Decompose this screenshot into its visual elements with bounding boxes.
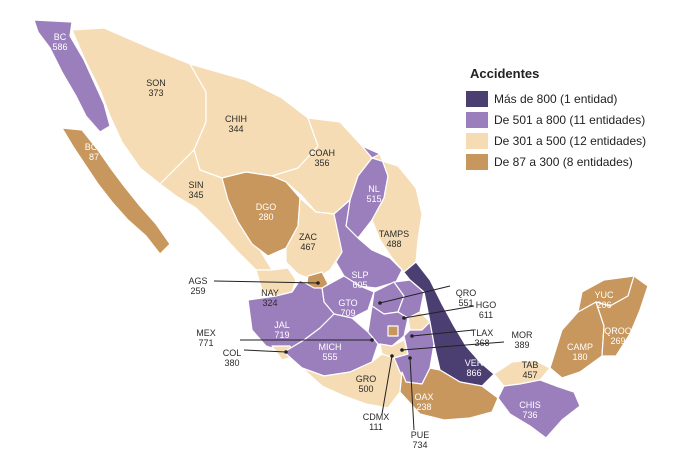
legend-label: Más de 800 (1 entidad) <box>494 92 618 106</box>
state-code-label: NAY <box>261 288 279 298</box>
state-value-label: 611 <box>479 310 493 320</box>
state-code-label: VER <box>465 358 484 368</box>
state-value-label: 555 <box>322 352 337 362</box>
state-value-label: 206 <box>596 300 611 310</box>
state-code-label: MEX <box>196 328 216 338</box>
state-value-label: 586 <box>52 42 67 52</box>
state-value-label: 368 <box>474 338 489 348</box>
state-region-slp <box>333 199 403 289</box>
legend-item: De 301 a 500 (12 entidades) <box>466 131 666 151</box>
state-region-bc <box>33 19 111 133</box>
state-code-label: JAL <box>274 320 290 330</box>
state-code-label: CHIH <box>225 114 247 124</box>
state-code-label: CDMX <box>363 412 390 422</box>
state-code-label: CHIS <box>519 400 541 410</box>
state-value-label: 709 <box>340 308 355 318</box>
state-value-label: 457 <box>522 370 537 380</box>
legend-swatch <box>466 133 488 149</box>
state-region-qroo <box>595 275 649 357</box>
state-code-label: YUC <box>594 290 614 300</box>
state-code-label: OAX <box>414 392 433 402</box>
legend-label: De 501 a 800 (11 entidades) <box>494 113 646 127</box>
legend: Accidentes Más de 800 (1 entidad) De 501… <box>466 66 666 173</box>
state-value-label: 280 <box>258 212 273 222</box>
state-region-jal <box>247 279 335 353</box>
state-code-label: QRO <box>456 288 477 298</box>
state-value-label: 734 <box>412 440 427 450</box>
state-value-label: 180 <box>572 352 587 362</box>
legend-title: Accidentes <box>470 66 540 81</box>
state-value-label: 488 <box>386 239 401 249</box>
state-value-label: 389 <box>514 340 529 350</box>
legend-swatch <box>466 154 488 170</box>
state-region-chih <box>189 63 319 179</box>
state-code-label: NL <box>368 184 380 194</box>
state-value-label: 356 <box>314 158 329 168</box>
state-value-label: 380 <box>224 358 239 368</box>
state-code-label: BC <box>54 32 67 42</box>
state-value-label: 111 <box>369 422 383 432</box>
state-code-label: MOR <box>512 330 533 340</box>
state-value-label: 345 <box>188 190 203 200</box>
state-region-tamps <box>371 153 423 273</box>
state-code-label: PUE <box>411 430 430 440</box>
state-code-label: TAMPS <box>379 229 409 239</box>
state-value-label: 515 <box>366 194 381 204</box>
legend-swatch <box>466 112 488 128</box>
legend-label: De 87 a 300 (8 entidades) <box>494 155 633 169</box>
state-code-label: QROO <box>604 326 632 336</box>
state-value-label: 259 <box>190 286 205 296</box>
state-region-chis <box>497 379 581 439</box>
state-value-label: 238 <box>416 402 431 412</box>
state-value-label: 87 <box>89 152 99 162</box>
state-value-label: 500 <box>358 384 373 394</box>
state-region-bcs <box>61 127 171 255</box>
state-value-label: 324 <box>262 298 277 308</box>
state-code-label: SON <box>146 78 166 88</box>
state-code-label: COAH <box>309 148 335 158</box>
state-code-label: COL <box>223 348 242 358</box>
legend-swatch <box>466 91 488 107</box>
state-code-label: BCS <box>85 142 104 152</box>
state-code-label: DGO <box>256 202 277 212</box>
state-code-label: ZAC <box>299 232 318 242</box>
state-value-label: 866 <box>466 368 481 378</box>
state-code-label: SLP <box>351 270 368 280</box>
state-code-label: HGO <box>476 300 497 310</box>
legend-item: Más de 800 (1 entidad) <box>466 89 666 109</box>
state-value-label: 605 <box>352 280 367 290</box>
legend-item: De 501 a 800 (11 entidades) <box>466 110 666 130</box>
state-region-cdmx <box>387 325 399 337</box>
state-region-oax <box>399 367 499 421</box>
state-code-label: GTO <box>338 298 357 308</box>
state-code-label: MICH <box>319 342 342 352</box>
state-code-label: AGS <box>188 276 207 286</box>
state-value-label: 736 <box>522 410 537 420</box>
legend-item: De 87 a 300 (8 entidades) <box>466 152 666 172</box>
legend-label: De 301 a 500 (12 entidades) <box>494 134 647 148</box>
state-code-label: CAMP <box>567 342 593 352</box>
state-value-label: 467 <box>300 242 315 252</box>
state-value-label: 771 <box>198 338 213 348</box>
state-value-label: 719 <box>274 330 289 340</box>
state-code-label: GRO <box>356 374 377 384</box>
state-value-label: 269 <box>610 336 625 346</box>
state-value-label: 344 <box>228 124 243 134</box>
state-code-label: TAB <box>522 360 539 370</box>
state-code-label: SIN <box>188 180 203 190</box>
state-value-label: 373 <box>148 88 163 98</box>
state-region-camp <box>549 301 605 379</box>
state-value-label: 551 <box>458 298 473 308</box>
state-code-label: TLAX <box>471 328 494 338</box>
